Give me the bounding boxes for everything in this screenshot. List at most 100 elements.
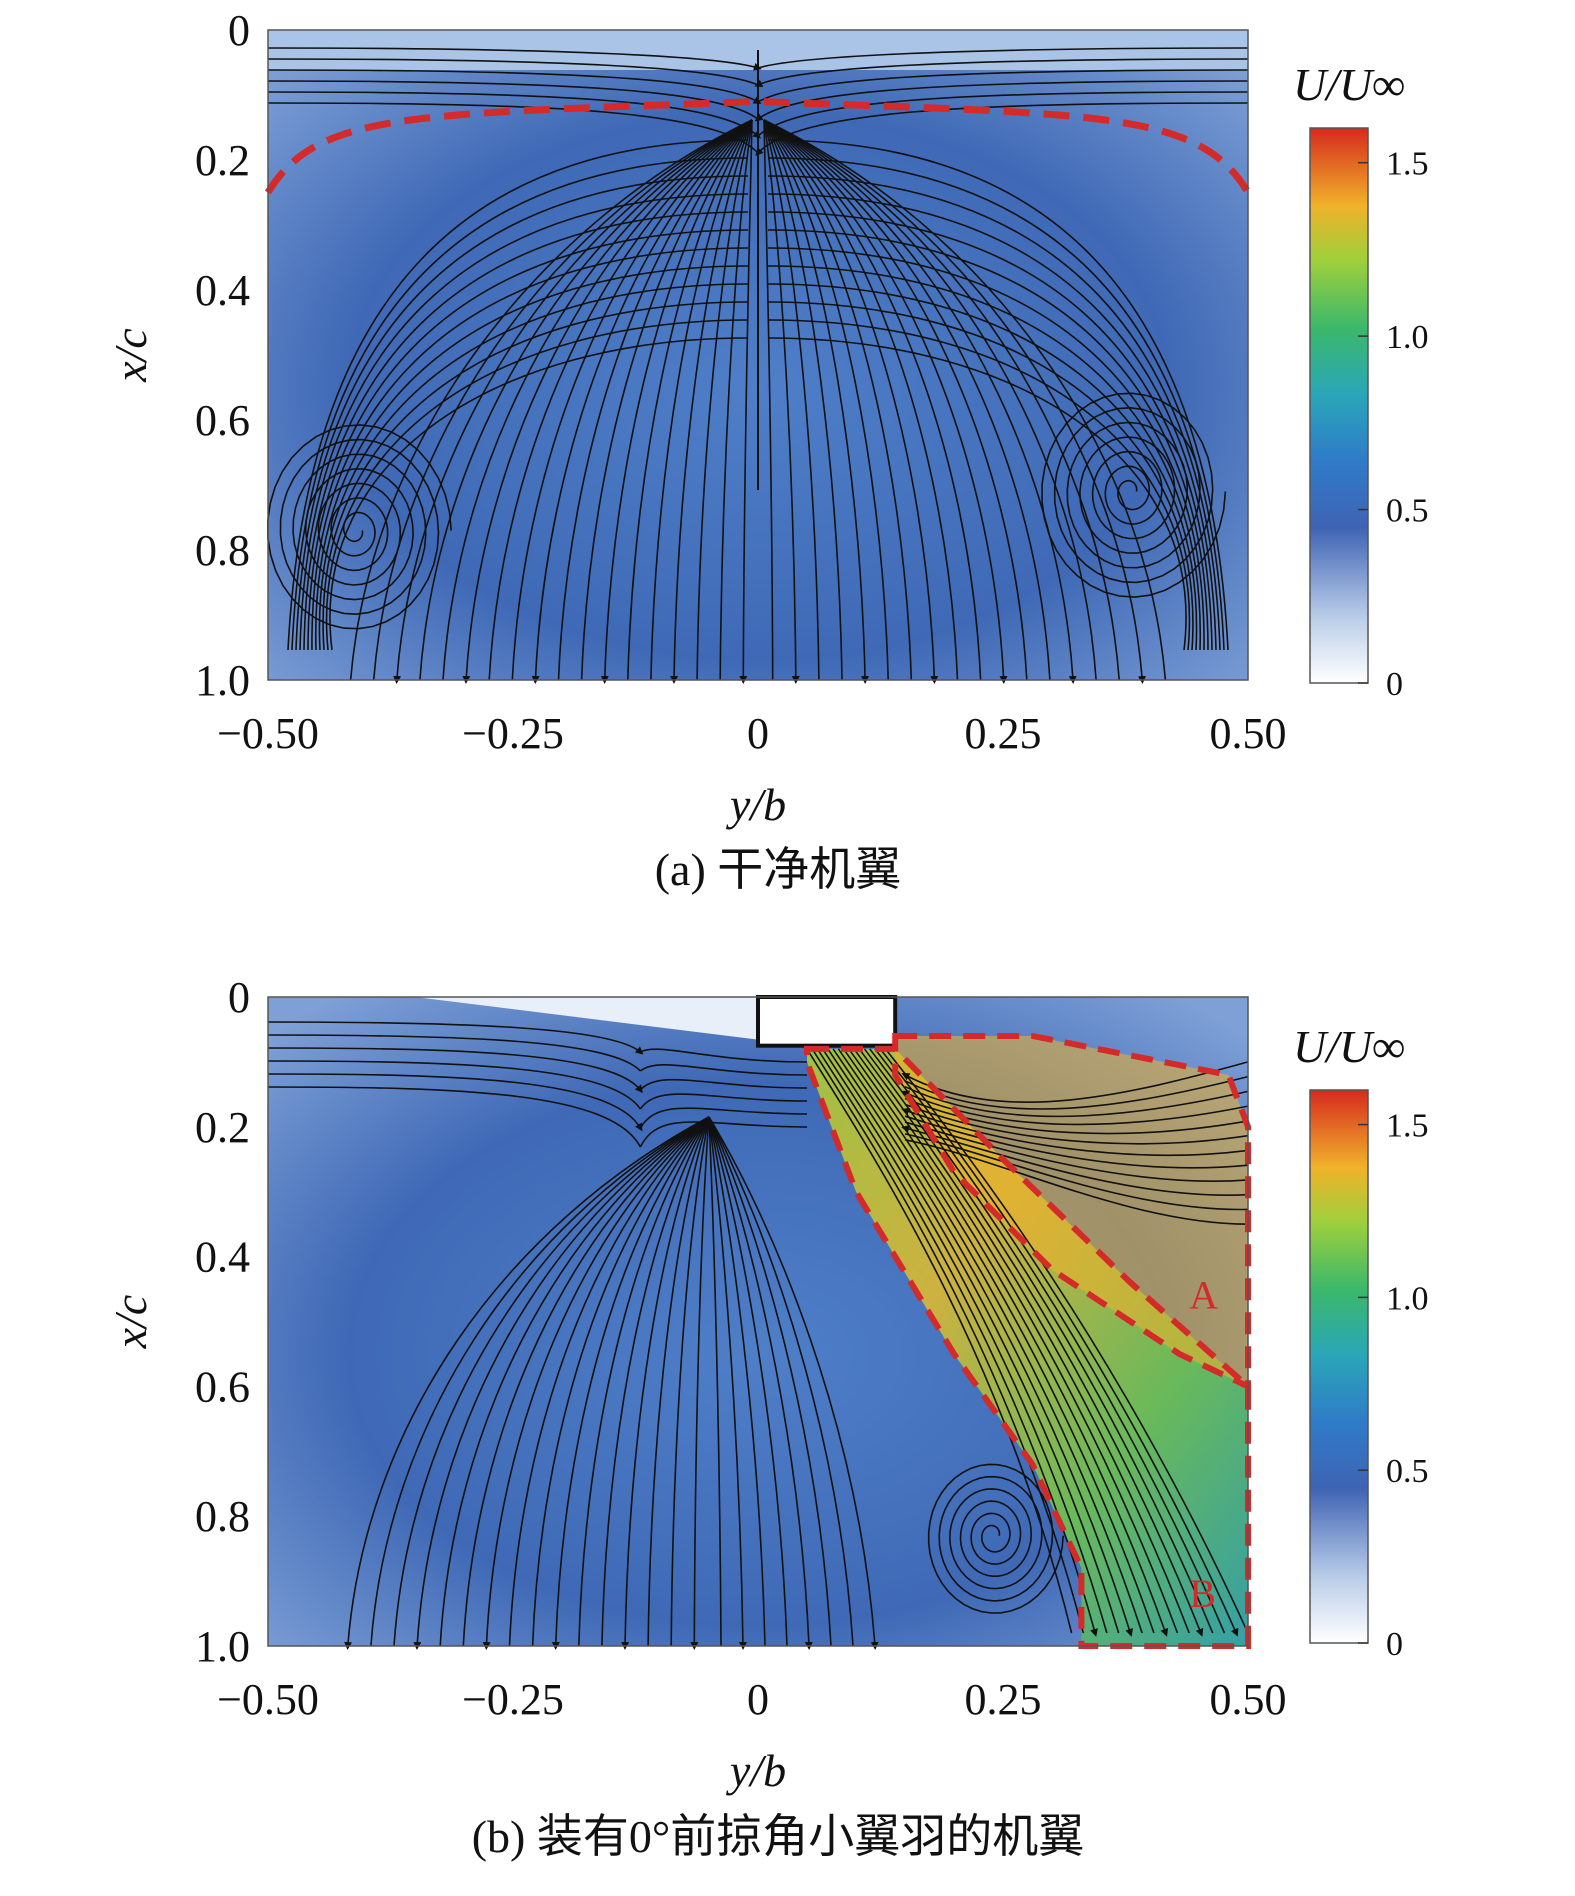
vortex-streamline <box>1041 392 1227 598</box>
panel-a-ylabel: x/c <box>105 328 156 383</box>
x-tick-label: 0.50 <box>1210 709 1287 758</box>
streamline <box>811 1048 1085 1634</box>
streamline <box>267 1086 642 1148</box>
streamline <box>767 211 1213 651</box>
panel-b: AB 00.20.40.60.81.0 −0.50 −0.25 0 0.25 0.50 … <box>105 973 1429 1862</box>
streamline <box>767 265 1201 651</box>
streamline <box>763 119 939 684</box>
streamline <box>763 119 1167 681</box>
region-a-boundary <box>892 1032 1251 1392</box>
y-tick-label: 0.8 <box>195 526 250 575</box>
streamline <box>901 1125 1249 1196</box>
streamline <box>639 1078 808 1091</box>
panel-a-colorbar: 0 0.5 1.0 1.5 U/U∞ <box>1293 59 1429 703</box>
region-b-label: B <box>1189 1571 1216 1616</box>
streamline <box>904 1115 1249 1169</box>
streamline <box>708 1116 813 1650</box>
y-tick-label: 1.0 <box>195 1622 250 1671</box>
streamline <box>767 301 1194 651</box>
streamline <box>708 1116 879 1650</box>
streamline <box>267 80 759 120</box>
streamline <box>531 119 753 684</box>
colorbar-tick-label: 0 <box>1386 1626 1403 1663</box>
streamline <box>763 119 1077 684</box>
x-tick-label: 0 <box>747 709 769 758</box>
y-tick-label: 0.4 <box>195 1233 250 1282</box>
streamline <box>647 1116 710 1647</box>
streamline <box>767 175 1221 651</box>
panel-b-caption: (b) 装有0°前掠角小翼羽的机翼 <box>472 1811 1085 1862</box>
x-tick-label: −0.25 <box>462 1675 564 1724</box>
alula-block <box>756 995 898 1048</box>
streamline <box>904 1133 1249 1211</box>
streamline <box>393 1116 710 1647</box>
streamline <box>904 1085 1249 1118</box>
streamline <box>763 119 774 681</box>
streamline <box>639 1063 808 1076</box>
streamline <box>370 1116 710 1647</box>
panel-b-xlabel: y/b <box>726 1745 786 1796</box>
panel-b-colorbar: 0 0.5 1.0 1.5 U/U∞ <box>1293 1021 1429 1663</box>
y-tick-label: 0.6 <box>195 1362 250 1411</box>
y-tick-label: 0 <box>228 973 250 1022</box>
streamline <box>580 119 753 681</box>
streamline <box>901 1061 1249 1103</box>
streamline <box>267 47 762 71</box>
streamline <box>719 119 753 681</box>
y-tick-label: 0.2 <box>195 136 250 185</box>
panel-a-dashed-boundary <box>264 97 1252 195</box>
streamline <box>670 1116 710 1647</box>
panel-a-colorbar-title: U/U∞ <box>1293 59 1405 110</box>
streamline <box>670 119 753 684</box>
panel-a-field <box>264 29 1252 684</box>
streamline <box>511 119 753 681</box>
streamline <box>325 319 749 651</box>
vortex-streamline <box>927 1463 1064 1614</box>
streamline <box>267 58 759 86</box>
streamline <box>842 1048 1155 1634</box>
streamline <box>267 1034 641 1072</box>
streamline <box>874 1048 1226 1634</box>
streamline <box>767 193 1217 651</box>
streamline <box>763 119 870 684</box>
streamline <box>708 1116 722 1647</box>
streamline <box>299 193 749 651</box>
streamline <box>763 119 889 681</box>
streamline <box>904 1138 1249 1225</box>
streamline <box>708 1116 747 1650</box>
panel-b-x-ticks: −0.50 −0.25 0 0.25 0.50 <box>217 1675 1286 1724</box>
streamline <box>708 1116 766 1647</box>
panel-b-y-ticks: 0 0.2 0.4 0.6 0.8 1.0 <box>195 973 250 1671</box>
panel-a: 00.20.40.60.81.0 −0.50 −0.25 0 0.25 0.50 x/c… <box>105 6 1429 895</box>
streamline <box>763 119 1051 681</box>
streamline <box>763 119 1120 681</box>
colorbar-tick-label: 1.0 <box>1386 319 1429 356</box>
streamline <box>767 283 1198 651</box>
streamline <box>267 1060 642 1110</box>
streamline <box>419 119 753 681</box>
colorbar-tick-label: 0.5 <box>1386 493 1429 530</box>
streamline <box>696 119 753 681</box>
streamline <box>372 119 753 681</box>
streamline <box>763 119 982 681</box>
streamline <box>531 1116 710 1647</box>
vortex-streamline <box>266 424 452 630</box>
y-tick-label: 0.4 <box>195 266 250 315</box>
streamline <box>508 1116 710 1647</box>
x-tick-label: −0.50 <box>217 709 319 758</box>
streamline <box>757 69 1249 103</box>
y-tick-label: 0.8 <box>195 1492 250 1541</box>
streamline <box>287 139 749 651</box>
y-tick-label: 0.2 <box>195 1103 250 1152</box>
streamline <box>827 1048 1120 1634</box>
streamline <box>708 1116 788 1647</box>
streamline <box>767 229 1209 651</box>
y-tick-label: 0.6 <box>195 396 250 445</box>
streamline <box>763 119 959 681</box>
streamline <box>551 1116 710 1650</box>
streamline <box>600 119 753 684</box>
streamline <box>639 1121 808 1148</box>
x-tick-label: 0.50 <box>1210 1675 1287 1724</box>
streamline <box>901 1107 1249 1157</box>
